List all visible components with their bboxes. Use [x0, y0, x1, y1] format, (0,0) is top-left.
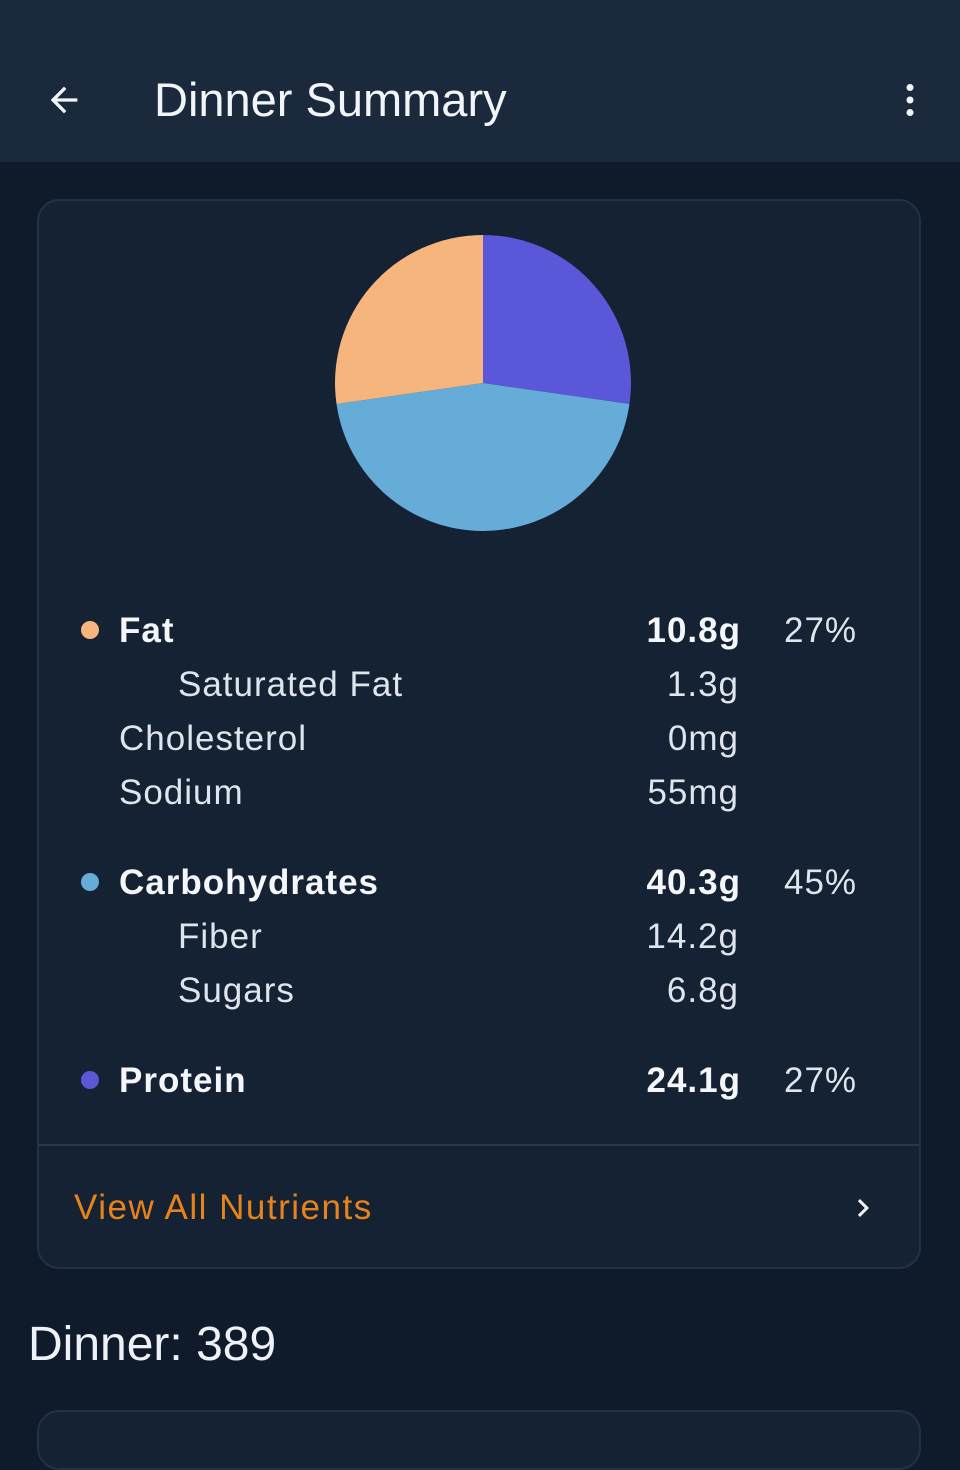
pie-slice-carbohydrates: [336, 383, 630, 531]
cholesterol-amount: 0mg: [667, 719, 739, 758]
fat-amount: 10.8g: [646, 611, 741, 650]
fiber-label: Fiber: [178, 917, 263, 956]
saturated-fat-row: Saturated Fat 1.3g: [39, 661, 923, 709]
protein-legend-dot: [81, 1071, 99, 1089]
pie-slice-fat: [335, 235, 483, 405]
sugars-amount: 6.8g: [666, 971, 739, 1010]
pie-slice-protein: [483, 235, 631, 405]
fat-label: Fat: [119, 611, 175, 650]
fat-row: Fat 10.8g 27%: [39, 607, 923, 655]
back-button[interactable]: [38, 74, 90, 126]
dinner-calories-label: Dinner: 389: [28, 1318, 277, 1371]
protein-amount: 24.1g: [646, 1061, 741, 1100]
app-bar: Dinner Summary: [0, 0, 960, 162]
nutrition-summary-card: Fat 10.8g 27% Saturated Fat 1.3g Cholest…: [37, 199, 921, 1269]
fat-percent: 27%: [784, 611, 858, 650]
view-all-nutrients-button[interactable]: View All Nutrients: [39, 1148, 919, 1266]
protein-row: Protein 24.1g 27%: [39, 1057, 923, 1105]
sugars-label: Sugars: [178, 971, 295, 1010]
more-options-button[interactable]: [884, 74, 936, 126]
chevron-right-icon: [857, 1199, 869, 1217]
pie-chart-svg: [335, 235, 631, 531]
sugars-row: Sugars 6.8g: [39, 967, 923, 1015]
cholesterol-label: Cholesterol: [119, 719, 308, 758]
sodium-row: Sodium 55mg: [39, 769, 923, 817]
fat-legend-dot: [81, 621, 99, 639]
protein-percent: 27%: [784, 1061, 858, 1100]
view-all-nutrients-label: View All Nutrients: [74, 1188, 373, 1227]
sodium-label: Sodium: [119, 773, 244, 812]
carbohydrates-row: Carbohydrates 40.3g 45%: [39, 859, 923, 907]
fiber-row: Fiber 14.2g: [39, 913, 923, 961]
saturated-fat-label: Saturated Fat: [178, 665, 404, 704]
protein-label: Protein: [119, 1061, 247, 1100]
carbohydrates-legend-dot: [81, 873, 99, 891]
macro-pie-chart: [333, 233, 633, 533]
carbohydrates-label: Carbohydrates: [119, 863, 380, 902]
fiber-amount: 14.2g: [646, 917, 739, 956]
carbohydrates-amount: 40.3g: [646, 863, 741, 902]
next-card: [37, 1410, 921, 1470]
carbohydrates-percent: 45%: [784, 863, 858, 902]
saturated-fat-amount: 1.3g: [666, 665, 739, 704]
cholesterol-row: Cholesterol 0mg: [39, 715, 923, 763]
arrow-back-icon: [50, 86, 78, 114]
more-vert-icon: [906, 84, 914, 116]
sodium-amount: 55mg: [647, 773, 739, 812]
page-title: Dinner Summary: [154, 73, 507, 126]
card-divider: [39, 1144, 919, 1146]
